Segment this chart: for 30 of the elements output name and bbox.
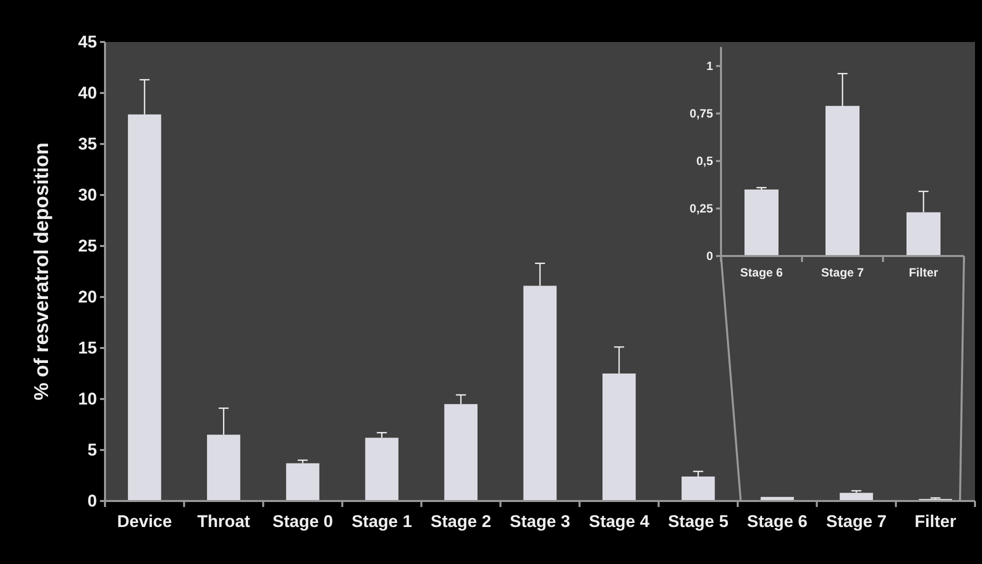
y-tick-label: 10 bbox=[78, 389, 97, 408]
y-tick-label: 0 bbox=[706, 248, 714, 263]
y-tick-label: 35 bbox=[78, 134, 97, 154]
y-tick-label: 45 bbox=[78, 32, 97, 52]
y-tick-label: 25 bbox=[78, 236, 97, 256]
y-tick-label: 0,5 bbox=[696, 154, 714, 168]
y-axis-title: % of resveratrol deposition bbox=[31, 142, 53, 400]
y-tick-label: 0,75 bbox=[690, 106, 714, 120]
x-tick-label: Stage 6 bbox=[740, 266, 784, 280]
y-tick-label: 40 bbox=[78, 83, 97, 102]
y-tick-label: 15 bbox=[78, 338, 97, 358]
y-tick-label: 0,25 bbox=[690, 201, 714, 216]
x-tick-label: Stage 2 bbox=[430, 512, 492, 532]
x-tick-label: Stage 3 bbox=[510, 512, 570, 532]
x-tick-label: Stage 5 bbox=[668, 512, 728, 532]
x-tick-label: Stage 0 bbox=[272, 512, 333, 532]
x-tick-label: Stage 1 bbox=[352, 512, 412, 532]
y-tick-label: 30 bbox=[78, 185, 97, 204]
x-tick-label: Device bbox=[117, 512, 172, 532]
x-tick-label: Stage 4 bbox=[588, 512, 650, 532]
x-tick-label: Stage 7 bbox=[821, 266, 864, 280]
x-tick-label: Stage 7 bbox=[826, 512, 887, 532]
x-tick-label: Stage 6 bbox=[747, 512, 808, 532]
x-tick-label: Filter bbox=[914, 512, 957, 532]
x-tick-label: Throat bbox=[197, 512, 250, 532]
y-tick-label: 0 bbox=[88, 491, 97, 510]
y-tick-label: 5 bbox=[88, 440, 97, 460]
y-tick-label: 1 bbox=[706, 58, 714, 73]
x-tick-label: Filter bbox=[908, 266, 938, 280]
y-tick-label: 20 bbox=[78, 287, 97, 306]
